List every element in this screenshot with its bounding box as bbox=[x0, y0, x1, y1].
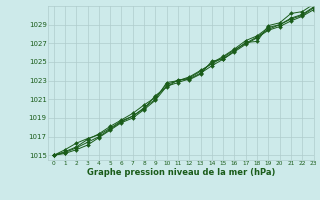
X-axis label: Graphe pression niveau de la mer (hPa): Graphe pression niveau de la mer (hPa) bbox=[87, 168, 275, 177]
